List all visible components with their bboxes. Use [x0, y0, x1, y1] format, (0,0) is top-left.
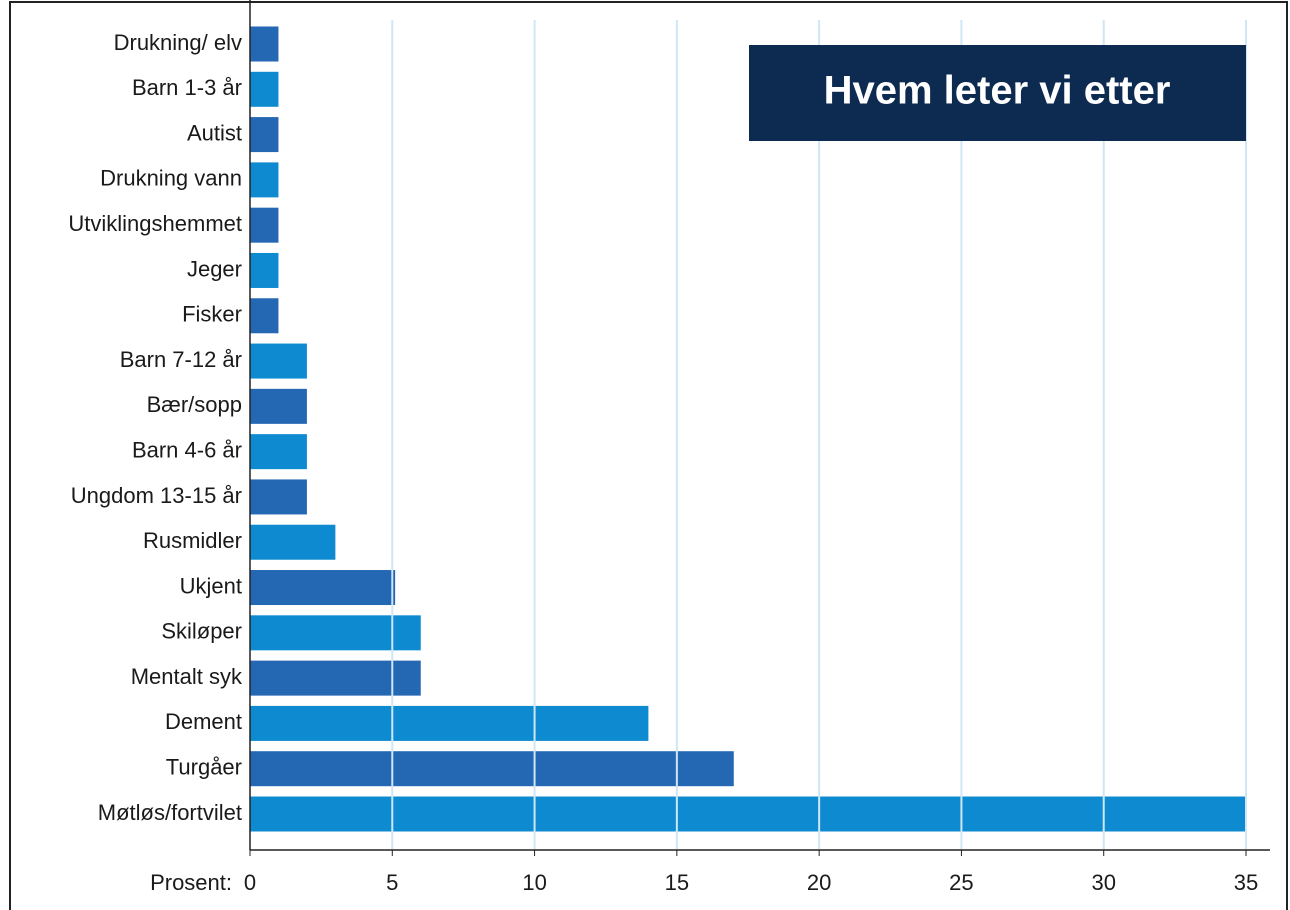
x-tick-label: 15	[665, 870, 689, 895]
bar	[250, 388, 307, 424]
y-tick-label: Barn 1-3 år	[132, 75, 242, 100]
bar	[250, 252, 279, 288]
x-axis-label: Prosent:	[150, 870, 232, 895]
y-tick-label: Skiløper	[161, 619, 242, 644]
bar	[250, 343, 307, 379]
bar	[250, 615, 421, 651]
y-tick-label: Mentalt syk	[131, 664, 243, 689]
y-tick-label: Møtløs/fortvilet	[98, 800, 242, 825]
y-tick-label: Ungdom 13-15 år	[71, 483, 242, 508]
y-tick-label: Barn 7-12 år	[120, 347, 242, 372]
x-tick-label: 5	[386, 870, 398, 895]
y-tick-label: Bær/sopp	[147, 392, 242, 417]
y-tick-label: Ukjent	[180, 573, 242, 598]
x-tick-label: 35	[1234, 870, 1258, 895]
bar	[250, 705, 649, 741]
bar	[250, 660, 421, 696]
bar	[250, 26, 279, 62]
y-tick-label: Jeger	[187, 256, 242, 281]
bar	[250, 207, 279, 243]
y-tick-label: Turgåer	[166, 755, 242, 780]
y-tick-label: Utviklingshemmet	[68, 211, 242, 236]
bar	[250, 162, 279, 198]
y-tick-label: Drukning/ elv	[114, 30, 242, 55]
y-tick-label: Rusmidler	[143, 528, 242, 553]
bar	[250, 479, 307, 515]
y-tick-label: Drukning vann	[100, 166, 242, 191]
bar	[250, 434, 307, 470]
x-tick-label: 25	[949, 870, 973, 895]
bar	[250, 796, 1246, 832]
bar	[250, 570, 396, 606]
x-tick-label: 10	[522, 870, 546, 895]
bar	[250, 298, 279, 334]
y-tick-label: Barn 4-6 år	[132, 437, 242, 462]
bar	[250, 71, 279, 107]
bar	[250, 117, 279, 153]
bar	[250, 524, 336, 560]
x-tick-label: 20	[807, 870, 831, 895]
y-tick-label: Dement	[165, 709, 242, 734]
title-box	[749, 45, 1246, 141]
frame	[9, 1, 1288, 910]
y-tick-label: Autist	[187, 120, 242, 145]
chart-title: Hvem leter vi etter	[824, 69, 1171, 113]
x-tick-label: 30	[1091, 870, 1115, 895]
x-tick-label: 0	[244, 870, 256, 895]
y-tick-label: Fisker	[182, 302, 242, 327]
bar	[250, 751, 734, 787]
